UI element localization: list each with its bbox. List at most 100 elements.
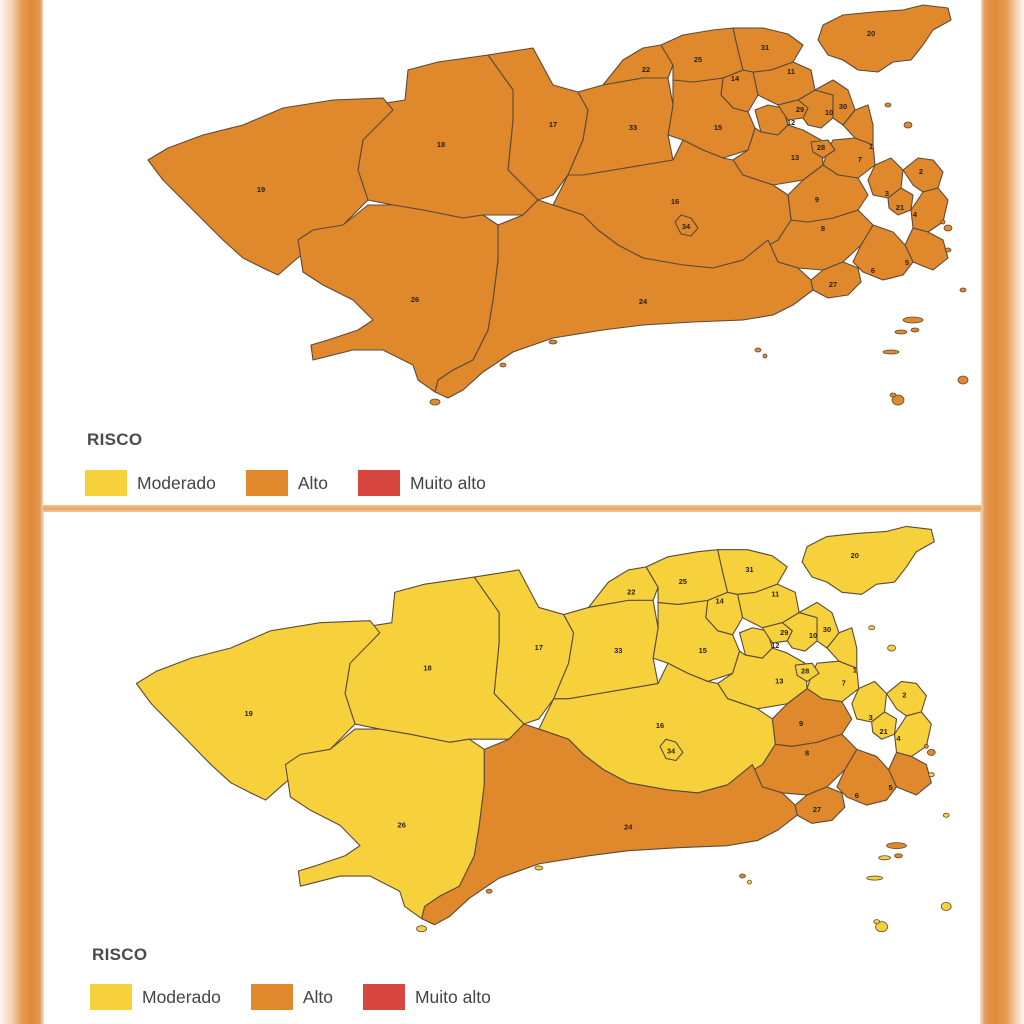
district-number-34: 34 <box>667 746 676 755</box>
district-34 <box>674 214 699 237</box>
legend-item-moderado: Moderado <box>90 984 221 1010</box>
legend-item-muito-alto: Muito alto <box>362 984 491 1010</box>
district-30 <box>814 79 856 126</box>
legend-item-alto: Alto <box>250 984 333 1010</box>
district-number-9: 9 <box>799 719 803 728</box>
islet <box>754 347 762 353</box>
district-number-16: 16 <box>656 721 664 730</box>
islet <box>943 224 953 232</box>
district-number-30: 30 <box>823 625 831 634</box>
district-6 <box>836 748 898 806</box>
district-number-2: 2 <box>902 691 906 700</box>
district-number-12: 12 <box>787 118 795 127</box>
islet <box>416 925 427 933</box>
district-26 <box>297 204 499 393</box>
district-number-29: 29 <box>780 628 788 637</box>
islet <box>940 219 946 225</box>
islet <box>940 901 952 911</box>
district-number-29: 29 <box>796 105 804 114</box>
district-number-11: 11 <box>771 589 779 598</box>
risk-map-panel-bottom: 1 2 3 4 5 6 7 8 9 10 11 12 13 14 15 16 17 18 19 20 21 22 24 25 2… <box>46 512 978 1024</box>
islet <box>903 121 913 129</box>
district-number-24: 24 <box>639 297 648 306</box>
risk-map-top: 1234567891011121314151617181920212224252… <box>147 4 969 406</box>
legend-label-moderado: Moderado <box>137 472 216 493</box>
district-number-27: 27 <box>829 280 837 289</box>
district-number-15: 15 <box>699 646 707 655</box>
district-33 <box>553 599 659 700</box>
district-number-6: 6 <box>855 791 859 800</box>
top-map-districts: 1234567891011121314151617181920212224252… <box>147 4 969 406</box>
district-number-27: 27 <box>813 805 821 814</box>
district-number-12: 12 <box>771 641 779 650</box>
islet <box>910 327 920 333</box>
district-number-28: 28 <box>817 143 825 152</box>
district-number-31: 31 <box>745 565 753 574</box>
district-number-5: 5 <box>888 783 892 792</box>
islet <box>548 339 558 345</box>
district-21 <box>871 711 898 740</box>
district-number-24: 24 <box>624 822 633 831</box>
islet <box>889 392 897 398</box>
legend-swatch-moderado <box>85 470 127 496</box>
district-number-3: 3 <box>885 189 889 198</box>
district-number-4: 4 <box>896 734 901 743</box>
district-number-30: 30 <box>839 102 847 111</box>
legend-title: RISCO <box>92 945 148 964</box>
district-number-20: 20 <box>867 29 875 38</box>
islet <box>894 853 903 859</box>
legend-label-muito-alto: Muito alto <box>409 472 486 493</box>
legend-swatch-muito-alto <box>357 470 400 496</box>
islet <box>429 398 441 406</box>
district-31 <box>732 27 804 73</box>
district-27 <box>810 261 862 299</box>
islet <box>959 287 967 293</box>
legend: Moderado Alto Muito alto <box>85 470 516 496</box>
district-number-14: 14 <box>731 74 740 83</box>
district-number-10: 10 <box>809 631 817 640</box>
district-number-15: 15 <box>714 123 722 132</box>
district-number-8: 8 <box>821 224 825 233</box>
islet <box>485 888 493 894</box>
legend-swatch-alto <box>245 470 288 496</box>
district-29 <box>761 622 793 644</box>
islet <box>944 247 952 253</box>
district-number-18: 18 <box>437 140 445 149</box>
legend-label-alto: Alto <box>297 472 328 493</box>
risk-map-bottom: 1234567891011121314151617181920212224252… <box>135 525 952 933</box>
islet <box>873 919 881 925</box>
district-number-13: 13 <box>775 676 783 685</box>
district-number-10: 10 <box>825 108 833 117</box>
district-number-31: 31 <box>761 43 769 52</box>
islet <box>957 375 969 385</box>
district-number-8: 8 <box>805 748 809 757</box>
islet <box>927 772 935 778</box>
district-27 <box>794 786 846 824</box>
district-number-1: 1 <box>853 665 857 674</box>
district-29 <box>777 99 809 121</box>
panel-divider <box>43 505 981 512</box>
islet <box>886 842 907 850</box>
district-number-9: 9 <box>815 195 819 204</box>
islet <box>878 855 891 861</box>
legend-label-muito-alto: Muito alto <box>414 986 491 1007</box>
district-number-11: 11 <box>787 67 795 76</box>
district-2 <box>902 157 944 193</box>
islet <box>926 748 936 756</box>
islet <box>866 875 884 881</box>
district-number-26: 26 <box>411 295 419 304</box>
district-number-4: 4 <box>913 210 918 219</box>
district-number-5: 5 <box>905 258 909 267</box>
district-20 <box>817 4 952 73</box>
district-number-25: 25 <box>694 55 702 64</box>
district-number-34: 34 <box>682 222 691 231</box>
district-2 <box>886 680 927 717</box>
risk-map-panel-top: 1 2 3 4 5 6 7 8 9 10 11 12 13 14 15 16 17 18 19 20 21 22 24 25 2… <box>43 0 981 505</box>
islet <box>887 644 896 652</box>
district-20 <box>801 525 935 595</box>
district-number-2: 2 <box>919 167 923 176</box>
district-number-1: 1 <box>869 142 873 151</box>
district-number-17: 17 <box>549 120 557 129</box>
islet <box>894 329 908 335</box>
islet <box>882 349 900 355</box>
